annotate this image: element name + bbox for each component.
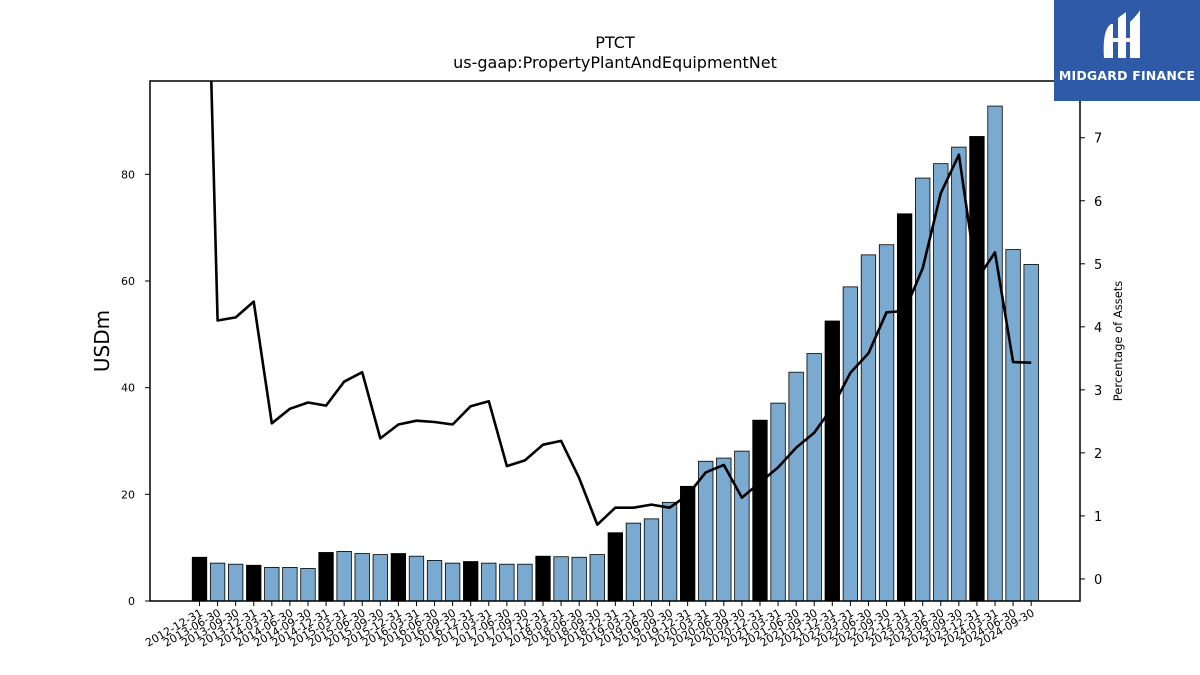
bar [228,563,244,602]
bar [824,320,840,602]
bar [860,254,877,602]
bar [282,567,298,602]
bar [987,105,1003,602]
line-series [209,81,1032,527]
y2-tick-label: 5 [1094,258,1102,273]
bar [390,553,407,602]
y2-tick-label: 3 [1094,384,1102,399]
y-tick-label: 80 [121,168,135,181]
bar [806,353,822,602]
bar [896,213,913,602]
y2-tick-label: 2 [1094,447,1102,462]
y-tick-label: 0 [128,595,135,608]
bar [625,522,642,602]
bar [535,555,551,602]
y2-tick-label: 6 [1094,195,1102,210]
bar [788,371,804,602]
bar [191,556,208,602]
bar [571,556,587,602]
bar [643,518,660,602]
bar [444,562,461,602]
bar [517,563,533,602]
y-tick-label: 60 [121,275,135,288]
brand-name: MIDGARD FINANCE [1058,68,1196,83]
brand-logo: MIDGARD FINANCE [1054,0,1200,101]
bar [553,556,569,602]
bar [1005,249,1021,602]
bar [752,419,768,602]
bar [698,460,714,602]
bar [372,554,388,602]
bar [463,561,479,602]
bar [878,244,895,602]
bar-series [191,105,1039,602]
bar [246,564,262,602]
y2-tick-label: 1 [1094,510,1102,525]
bar [499,563,515,602]
bar [680,485,696,602]
y2-tick-label: 0 [1094,573,1102,588]
axes: 020406080012345672012-12-312013-06-30201… [121,80,1102,650]
bar [607,532,623,602]
bar [1023,264,1039,602]
chart-subtitle: us-gaap:PropertyPlantAndEquipmentNet [453,53,777,72]
bar [300,568,316,602]
bar [842,286,859,602]
bar [734,450,750,602]
bar [951,146,967,602]
y-axis-label: USDm [90,310,114,372]
logo-mark-icon [1103,10,1140,58]
bar [426,560,443,602]
bar [915,177,931,602]
y2-tick-label: 4 [1094,321,1102,336]
bar [264,567,280,602]
y2-axis-label: Percentage of Assets [1111,281,1125,402]
chart-title: PTCT [595,33,635,52]
y-tick-label: 40 [121,382,135,395]
bar [716,457,732,602]
y2-tick-label: 7 [1094,132,1102,147]
bar [354,553,370,602]
bar [318,552,334,602]
bar [481,562,497,602]
bar [969,136,985,602]
bar [661,501,678,602]
bar [770,402,786,602]
y-tick-label: 20 [121,488,135,501]
series-line [209,81,1032,527]
bar [408,555,425,602]
bar [589,554,605,602]
bar [209,562,226,602]
bar [336,551,352,602]
bar [933,163,949,602]
